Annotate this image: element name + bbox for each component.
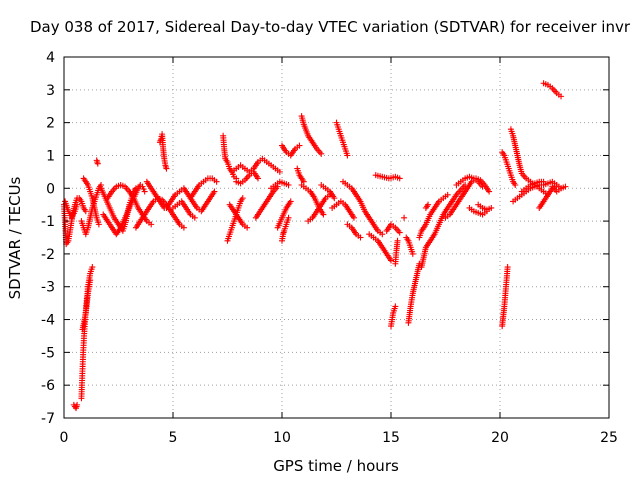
data-point xyxy=(191,214,198,221)
data-point xyxy=(444,191,451,198)
data-point xyxy=(276,168,283,175)
data-point xyxy=(416,260,423,267)
data-point xyxy=(95,221,102,228)
data-point xyxy=(344,152,351,159)
x-tick-label: 15 xyxy=(382,430,400,446)
data-point xyxy=(396,175,403,182)
data-point xyxy=(94,160,101,167)
data-point xyxy=(350,214,357,221)
data-point xyxy=(255,175,262,182)
data-point xyxy=(74,201,81,208)
data-point xyxy=(379,231,386,238)
data-point xyxy=(558,93,565,100)
data-point xyxy=(331,195,338,202)
y-tick-label: 3 xyxy=(46,83,55,99)
data-point xyxy=(504,264,511,271)
x-tick-label: 5 xyxy=(169,430,178,446)
y-tick-label: -7 xyxy=(41,411,55,427)
x-tick-label: 0 xyxy=(60,430,69,446)
y-tick-label: 4 xyxy=(46,50,55,66)
axis-ticks: 0 5 10 15 20 25 -7 -6 -5 -4 -3 -2 -1 0 1 2 3 4 xyxy=(41,50,618,446)
data-point xyxy=(287,198,294,205)
chart-title: Day 038 of 2017, Sidereal Day-to-day VTE… xyxy=(30,18,631,36)
data-point xyxy=(540,178,547,185)
x-axis-label: GPS time / hours xyxy=(273,457,399,475)
data-point xyxy=(318,150,325,157)
data-point xyxy=(425,201,432,208)
data-point xyxy=(357,234,364,241)
data-point xyxy=(285,214,292,221)
data-point xyxy=(392,303,399,310)
x-tick-label: 10 xyxy=(273,430,291,446)
data-point xyxy=(409,250,416,257)
y-axis-label: SDTVAR / TECUs xyxy=(6,176,24,299)
data-point xyxy=(401,214,408,221)
x-tick-label: 25 xyxy=(600,430,618,446)
data-point xyxy=(553,181,560,188)
grid-lines xyxy=(64,57,609,418)
data-point xyxy=(244,224,251,231)
data-point xyxy=(89,264,96,271)
data-point xyxy=(320,211,327,218)
data-point xyxy=(562,183,569,190)
y-tick-label: -1 xyxy=(41,214,55,230)
y-tick-label: 1 xyxy=(46,148,55,164)
data-point xyxy=(82,208,89,215)
y-tick-label: -4 xyxy=(41,313,55,329)
data-point xyxy=(394,237,401,244)
y-tick-label: -6 xyxy=(41,378,55,394)
y-tick-label: 0 xyxy=(46,181,55,197)
data-point xyxy=(74,401,81,408)
data-point xyxy=(296,142,303,149)
y-tick-label: -2 xyxy=(41,247,55,263)
data-point xyxy=(211,188,218,195)
x-tick-label: 20 xyxy=(491,430,509,446)
data-point xyxy=(148,221,155,228)
y-tick-label: -5 xyxy=(41,345,55,361)
y-tick-label: -3 xyxy=(41,280,55,296)
data-point xyxy=(141,188,148,195)
data-point xyxy=(87,277,94,284)
data-point xyxy=(388,257,394,264)
data-point xyxy=(396,229,403,236)
data-point xyxy=(512,181,519,188)
data-point xyxy=(163,165,170,172)
data-point xyxy=(479,183,486,190)
data-point xyxy=(486,188,493,195)
y-tick-label: 2 xyxy=(46,116,55,132)
plot-frame xyxy=(63,56,610,419)
data-point xyxy=(488,204,495,211)
data-point xyxy=(285,181,292,188)
data-point xyxy=(239,195,246,202)
data-point xyxy=(213,178,220,185)
data-points xyxy=(61,80,569,412)
data-point xyxy=(180,224,187,231)
